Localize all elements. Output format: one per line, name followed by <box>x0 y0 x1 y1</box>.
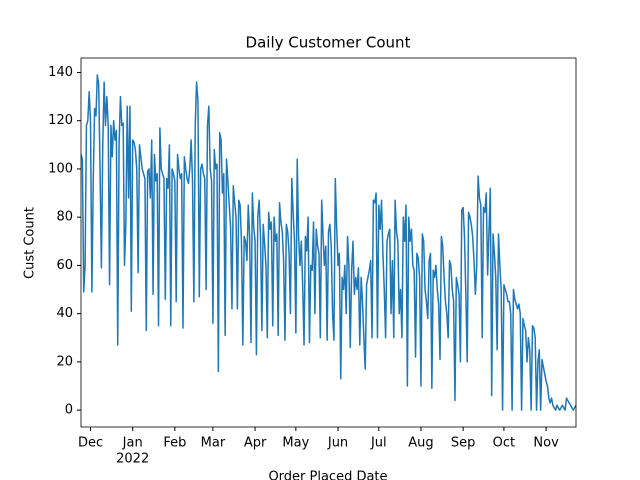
plot-frame <box>80 57 577 428</box>
x-tick-label: Jun <box>327 436 348 451</box>
y-tick-label: 60 <box>56 258 73 273</box>
chart-title: Daily Customer Count <box>246 34 411 52</box>
x-tick-label: Oct <box>493 436 515 451</box>
y-tick-label: 40 <box>56 306 73 321</box>
y-axis-label: Cust Count <box>23 207 38 279</box>
x-tick-label: Mar <box>201 436 226 451</box>
x-tick-label: Nov <box>533 436 559 451</box>
x-tick-label: Jul <box>370 436 387 451</box>
x-tick-label: Aug <box>408 436 433 451</box>
y-tick-label: 140 <box>48 65 73 80</box>
x-tick-label: May <box>282 436 309 451</box>
y-tick-label: 80 <box>56 210 73 225</box>
x-tick-label: Feb <box>163 436 186 451</box>
x-tick-label: Dec <box>78 436 103 451</box>
y-tick-label: 0 <box>65 403 73 418</box>
y-tick-label: 20 <box>56 354 73 369</box>
x-tick-label: Jan <box>122 436 143 451</box>
y-tick-label: 100 <box>48 161 73 176</box>
data-line <box>81 74 576 411</box>
x-tick-label: Apr <box>244 436 267 451</box>
year-label: 2022 <box>116 452 149 467</box>
y-tick-label: 120 <box>48 113 73 128</box>
x-axis-label: Order Placed Date <box>268 470 387 480</box>
x-tick-label: Sep <box>451 436 476 451</box>
